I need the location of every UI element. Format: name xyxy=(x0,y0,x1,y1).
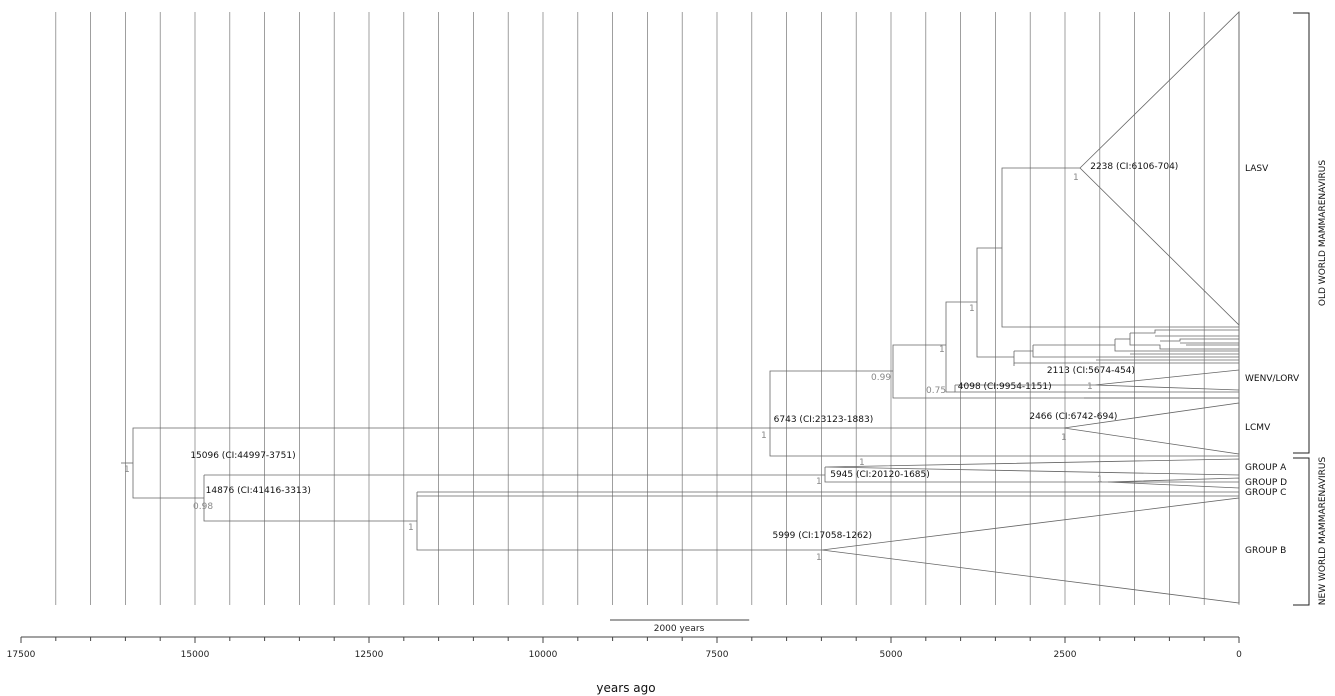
support-value: 0.75 xyxy=(926,386,946,396)
support-value: 1 xyxy=(969,304,975,314)
branch xyxy=(1129,333,1239,350)
axis-tick-label: 12500 xyxy=(355,650,384,660)
support-value: 1 xyxy=(408,523,414,533)
branch xyxy=(1063,402,1240,455)
axis-tick-label: 10000 xyxy=(529,650,558,660)
node-age-label: 2466 (CI:6742-694) xyxy=(1029,412,1117,422)
branch xyxy=(1160,338,1239,342)
branch xyxy=(954,385,1239,393)
support-value: 1 xyxy=(124,465,130,475)
old-world-group-label: OLD WORLD MAMMARENAVIRUS xyxy=(1318,160,1328,306)
group-brackets xyxy=(1293,12,1310,606)
clade-label-wenv: WENV/LORV xyxy=(1245,374,1300,384)
axis-title: years ago xyxy=(596,681,655,695)
time-gridlines xyxy=(55,12,1240,605)
tree-branches xyxy=(121,11,1240,604)
branch xyxy=(892,344,1239,399)
branch xyxy=(976,247,1014,358)
axis-tick-label: 5000 xyxy=(880,650,903,660)
branch xyxy=(1130,329,1239,334)
branch xyxy=(416,492,822,551)
branch xyxy=(1001,167,1239,328)
node-age-label: 5999 (CI:17058-1262) xyxy=(772,531,872,541)
new-world-group-label: NEW WORLD MAMMARENAVIRUS xyxy=(1318,456,1328,605)
clade-label-ga: GROUP A xyxy=(1245,463,1287,473)
old-world-bracket xyxy=(1293,12,1310,454)
node-age-label: 6743 (CI:23123-1883) xyxy=(774,415,874,425)
support-value: 1 xyxy=(1073,173,1079,183)
node-age-label: 15096 (CI:44997-3751) xyxy=(190,451,295,461)
axis-tick-label: 17500 xyxy=(7,650,36,660)
new-world-bracket xyxy=(1293,457,1310,606)
support-value: 0.99 xyxy=(871,373,891,383)
support-value: 1 xyxy=(816,477,822,487)
branch xyxy=(945,301,977,393)
axis-tick-label: 2500 xyxy=(1054,650,1077,660)
clade-label-gc: GROUP C xyxy=(1245,488,1286,498)
axis-tick-label: 15000 xyxy=(181,650,210,660)
clade-label-lcmv: LCMV xyxy=(1245,423,1271,433)
branch xyxy=(955,369,1240,391)
support-value: 1 xyxy=(1061,433,1067,443)
branch xyxy=(1114,339,1239,352)
branch xyxy=(769,370,1239,457)
node-age-label: 2113 (CI:5674-454) xyxy=(1047,366,1135,376)
branch xyxy=(1107,477,1240,489)
support-value: 1 xyxy=(1087,382,1093,392)
node-age-label: 2238 (CI:6106-704) xyxy=(1090,162,1178,172)
support-value: 1 xyxy=(859,458,865,468)
support-value: 1 xyxy=(761,431,767,441)
support-value: 1 xyxy=(939,345,945,355)
scale-bar: 2000 years xyxy=(610,619,750,634)
axis-tick-label: 0 xyxy=(1236,650,1242,660)
clade-label-gb: GROUP B xyxy=(1245,546,1286,556)
branch xyxy=(824,467,1239,483)
scale-bar-label: 2000 years xyxy=(654,624,705,634)
posterior-support-labels: 1 1 0.99 0.75 1 1 1 1 1 0.98 1 1 1 1 1 xyxy=(124,173,1103,563)
node-age-labels: 2238 (CI:6106-704) 2113 (CI:5674-454) 4098… xyxy=(190,162,1178,541)
branch xyxy=(203,475,417,522)
clade-label-lasv: LASV xyxy=(1245,164,1269,174)
branch xyxy=(417,491,1240,497)
support-value: 1 xyxy=(816,553,822,563)
branch xyxy=(1032,345,1239,358)
node-age-label: 4098 (CI:9954-1151) xyxy=(958,382,1052,392)
axis-tick-label: 7500 xyxy=(706,650,729,660)
support-value: 0.98 xyxy=(193,502,213,512)
clade-label-gd: GROUP D xyxy=(1245,478,1287,488)
node-age-label: 14876 (CI:41416-3313) xyxy=(206,486,311,496)
node-age-label: 5945 (CI:20120-1685) xyxy=(830,470,930,480)
support-value: 1 xyxy=(1097,475,1103,485)
time-axis: 17500 15000 12500 10000 7500 5000 2500 0 xyxy=(7,636,1242,660)
